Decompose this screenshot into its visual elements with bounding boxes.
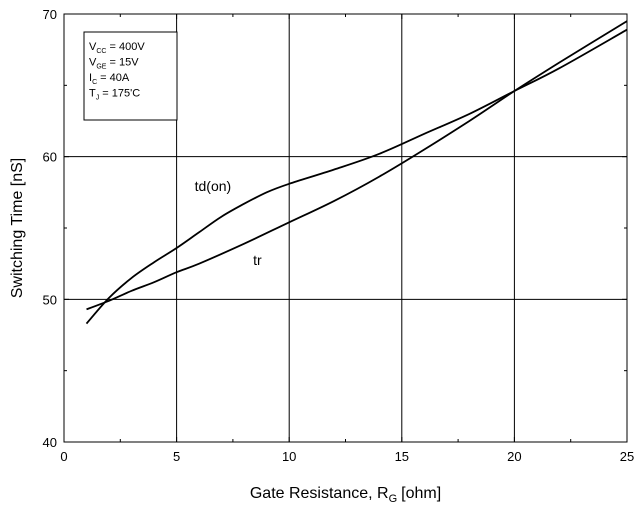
series-line-tr <box>86 20 628 311</box>
x-axis-title-subscript: G <box>389 493 398 505</box>
y-tick-label: 60 <box>43 150 57 165</box>
y-tick-label: 50 <box>43 292 57 307</box>
condition-line: VCC = 400V <box>89 41 145 55</box>
y-axis-title: Switching Time [nS] <box>9 158 26 299</box>
series-line-td-on <box>85 28 628 325</box>
x-axis-title-unit: [ohm] <box>401 485 441 502</box>
condition-line: TJ = 175'C <box>89 88 140 102</box>
x-axis-title-main: Gate Resistance, R <box>250 485 389 502</box>
series-lines <box>85 20 628 325</box>
x-tick-label: 20 <box>507 449 521 464</box>
x-tick-label: 10 <box>282 449 296 464</box>
x-tick-label: 5 <box>173 449 180 464</box>
condition-line: IC = 40A <box>89 72 130 86</box>
x-tick-label: 15 <box>395 449 409 464</box>
condition-line: VGE = 15V <box>89 57 139 71</box>
conditions-box <box>83 31 178 121</box>
grid-lines <box>64 14 627 442</box>
x-axis-title: Gate Resistance, RG [ohm] <box>250 485 441 505</box>
series-label-td-on: td(on) <box>195 178 232 194</box>
x-tick-label: 0 <box>60 449 67 464</box>
series-label-tr: tr <box>253 252 262 268</box>
x-tick-label: 25 <box>620 449 634 464</box>
y-tick-label: 70 <box>43 7 57 22</box>
axis-ticks: 0 5 10 15 20 25 40 50 60 70 <box>43 7 635 464</box>
y-tick-label: 40 <box>43 435 57 450</box>
